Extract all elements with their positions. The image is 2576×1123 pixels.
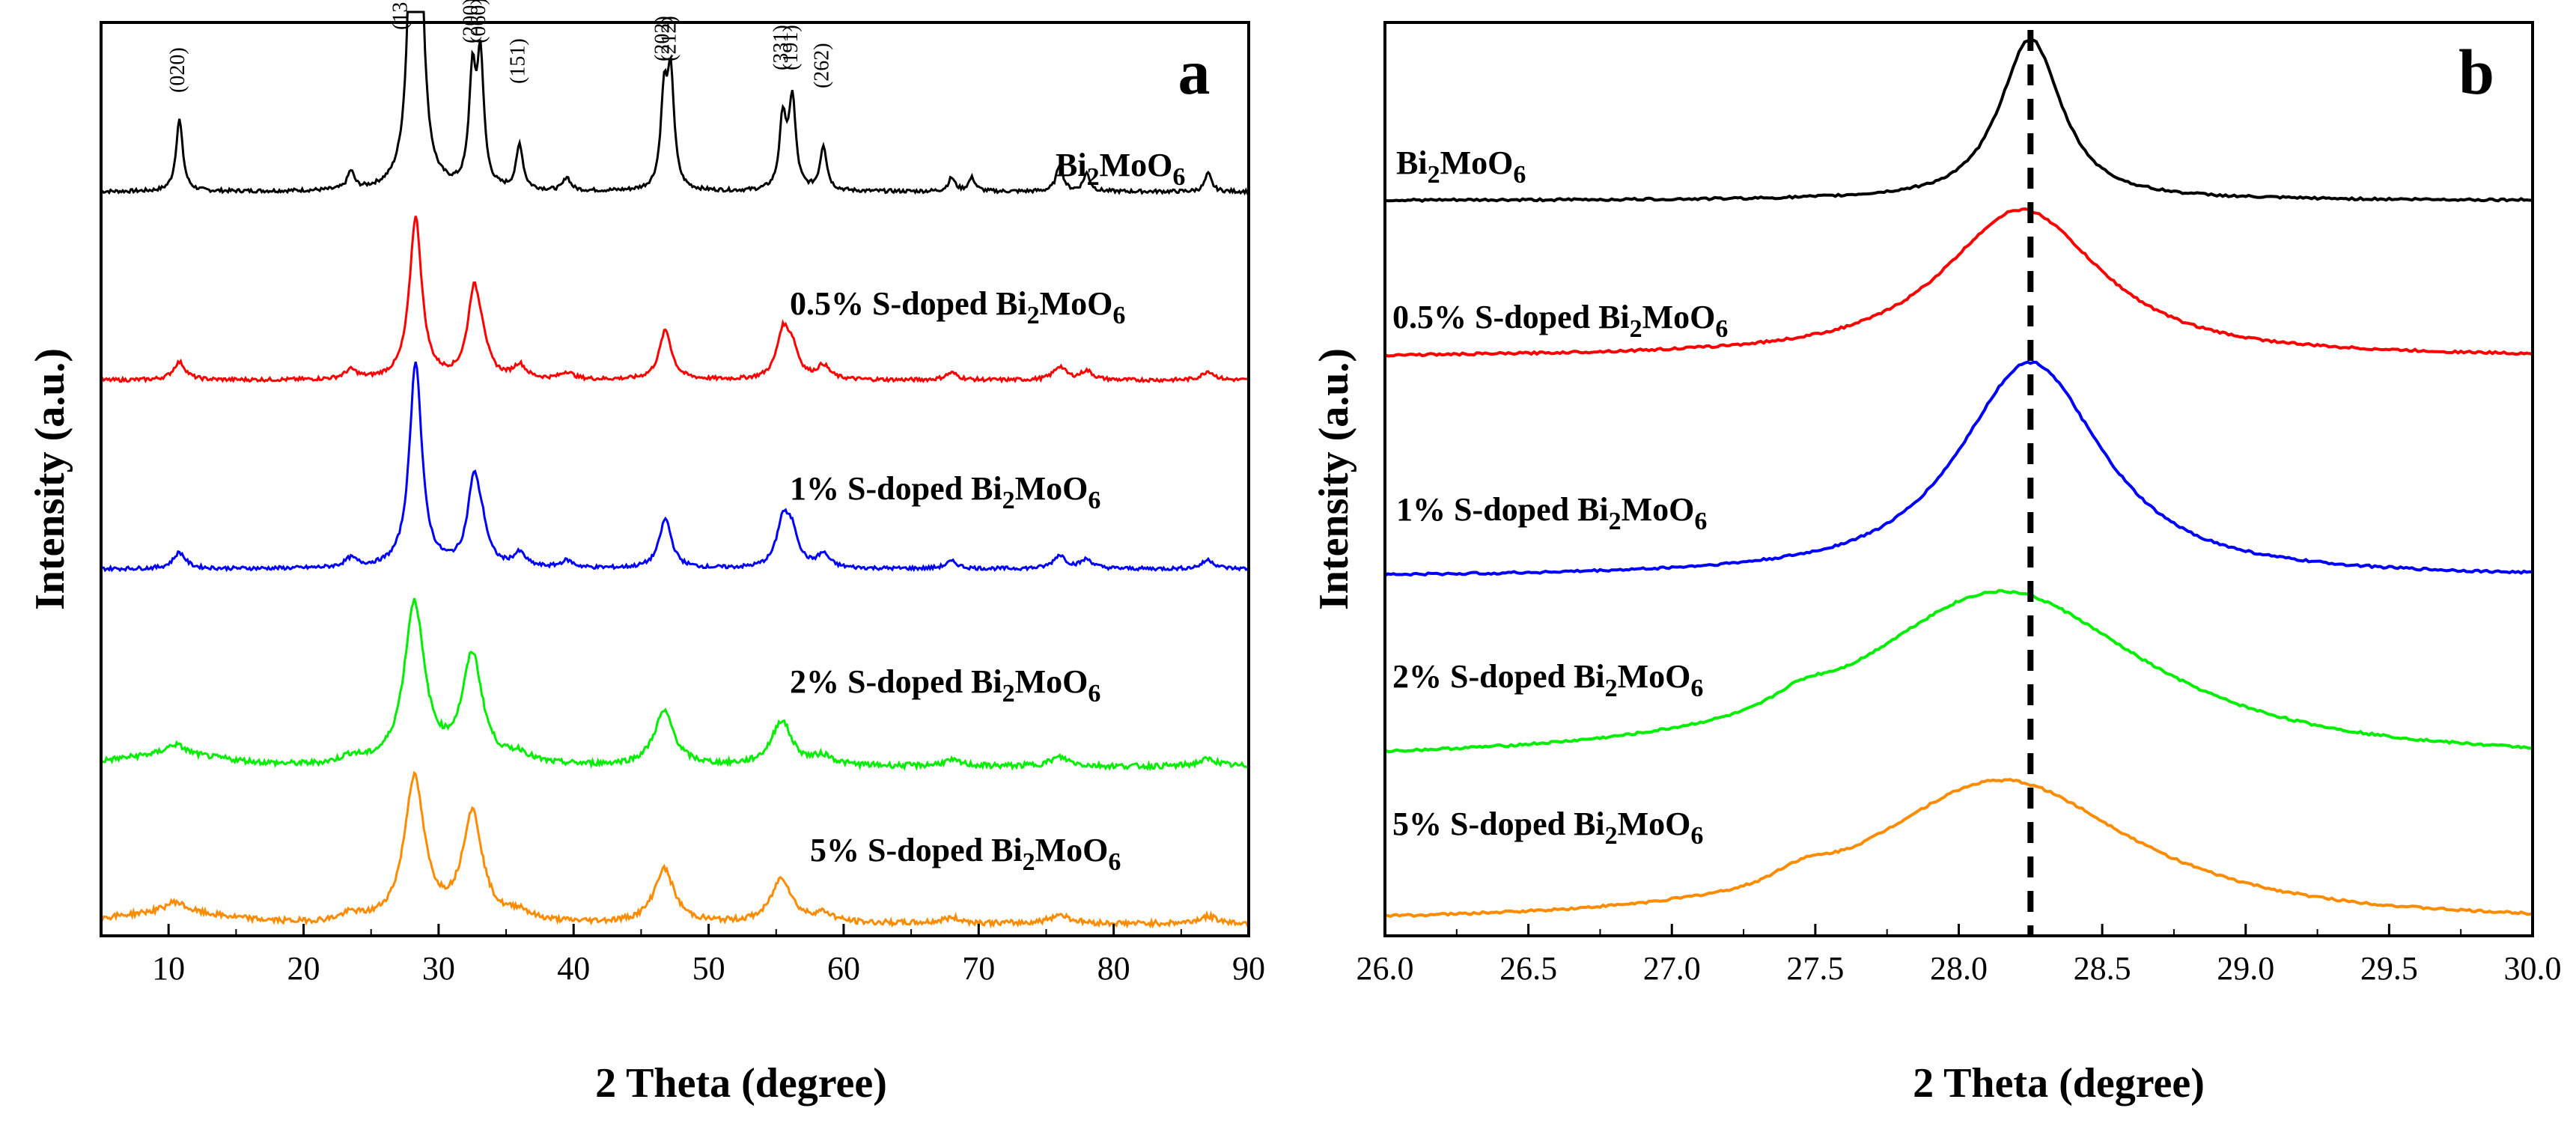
panel-a-peak-label-8: (191) xyxy=(779,25,803,70)
panel-a-series-label-3: 2% S-doped Bi2MoO6 xyxy=(790,663,1100,707)
panel-a-x-tick-label-1: 20 xyxy=(287,950,320,987)
panel-b-x-tick-label-4: 28.0 xyxy=(1930,950,1988,987)
panel-a-x-tick-label-0: 10 xyxy=(152,950,185,987)
panel-b-series-line-4 xyxy=(1384,778,2533,919)
panel-b-x-tick-label-7: 29.5 xyxy=(2360,950,2418,987)
panel-a-x-tick-label-7: 80 xyxy=(1097,950,1130,987)
panel-b-x-tick-label-8: 30.0 xyxy=(2504,950,2562,987)
panel-a-x-tick-label-6: 70 xyxy=(962,950,995,987)
panel-b-series-label-0: Bi2MoO6 xyxy=(1396,144,1526,189)
panel-a-curves xyxy=(100,10,1250,929)
panel-a-y-axis-title: Intensity (a.u.) xyxy=(27,348,73,610)
panel-a-plot-frame xyxy=(100,21,1250,937)
panel-a-series-line-0 xyxy=(100,10,1250,196)
panel-b-letter: b xyxy=(2458,36,2494,108)
panel-b-series-label-3: 2% S-doped Bi2MoO6 xyxy=(1392,658,1703,702)
panel-a-series-labels: Bi2MoO6 0.5% S-doped Bi2MoO6 1% S-doped Bi… xyxy=(790,147,1185,876)
panel-a-series-label-0: Bi2MoO6 xyxy=(1056,147,1185,191)
panel-a-x-tick-label-5: 60 xyxy=(827,950,860,987)
panel-a-peak-label-4: (151) xyxy=(507,38,530,84)
panel-a-series-line-3 xyxy=(100,597,1249,772)
panel-b-curves xyxy=(1383,37,2533,919)
panel-a-x-tick-label-4: 50 xyxy=(692,950,725,987)
panel-b-x-tick-label-2: 27.0 xyxy=(1643,950,1701,987)
panel-a-x-axis-title: 2 Theta (degree) xyxy=(595,1060,887,1107)
panel-a-series-line-4 xyxy=(100,770,1249,929)
panel-b-series-line-1 xyxy=(1384,207,2533,358)
panel-a-peak-labels: (020)(131) (200)(060)(151) (202)(212) (331)… xyxy=(166,0,833,93)
panel-b-series-label-2: 1% S-doped Bi2MoO6 xyxy=(1396,491,1707,535)
panel-a-x-tick-label-8: 90 xyxy=(1232,950,1265,987)
panel-a-peak-label-9: (262) xyxy=(810,43,833,88)
panel-a-peak-label-1: (131) xyxy=(389,0,412,30)
panel-a-series-line-1 xyxy=(100,216,1250,384)
panel-b-x-tick-label-1: 26.5 xyxy=(1499,950,1557,987)
panel-a-series-label-1: 0.5% S-doped Bi2MoO6 xyxy=(790,285,1125,329)
panel-a-series-line-2 xyxy=(100,361,1249,573)
panel-b-series-labels: Bi2MoO6 0.5% S-doped Bi2MoO6 1% S-doped Bi… xyxy=(1392,144,1728,850)
panel-a-series-label-2: 1% S-doped Bi2MoO6 xyxy=(790,470,1100,514)
panel-a-x-tick-label-3: 40 xyxy=(557,950,590,987)
panel-b-series-label-1: 0.5% S-doped Bi2MoO6 xyxy=(1392,299,1728,343)
panel-b-x-tick-label-3: 27.5 xyxy=(1786,950,1844,987)
panel-a-xrd-full: (020)(131) (200)(060)(151) (202)(212) (331)… xyxy=(27,0,1265,1107)
panel-b-plot-frame xyxy=(1383,21,2534,937)
panel-b-x-tick-label-5: 28.5 xyxy=(2074,950,2131,987)
panel-b-series-line-2 xyxy=(1383,360,2533,577)
panel-a-series-label-4: 5% S-doped Bi2MoO6 xyxy=(810,832,1121,876)
panel-b-x-axis-title: 2 Theta (degree) xyxy=(1913,1060,2205,1107)
panel-a-letter: a xyxy=(1178,36,1211,108)
panel-b-series-line-0 xyxy=(1384,37,2533,203)
panel-b-x-tick-label-6: 29.0 xyxy=(2217,950,2274,987)
panel-b-y-axis-title: Intensity (a.u.) xyxy=(1311,348,1357,610)
panel-b-series-label-4: 5% S-doped Bi2MoO6 xyxy=(1392,806,1703,850)
panel-a-peak-label-7: (331) xyxy=(770,25,793,70)
panel-b-x-tick-label-0: 26.0 xyxy=(1356,950,1414,987)
panel-a-peak-label-0: (020) xyxy=(166,47,189,93)
panel-a-x-ticks: 10 20 30 40 50 60 70 80 90 xyxy=(100,924,1265,987)
panel-b-xrd-zoom: Bi2MoO6 0.5% S-doped Bi2MoO6 1% S-doped Bi… xyxy=(1311,21,2562,1107)
panel-b-series-line-3 xyxy=(1384,588,2533,754)
panel-a-x-tick-label-2: 30 xyxy=(422,950,455,987)
panel-b-x-ticks: 26.0 26.5 27.0 27.5 28.0 28.5 29.0 29.5 30.0 xyxy=(1356,924,2562,987)
